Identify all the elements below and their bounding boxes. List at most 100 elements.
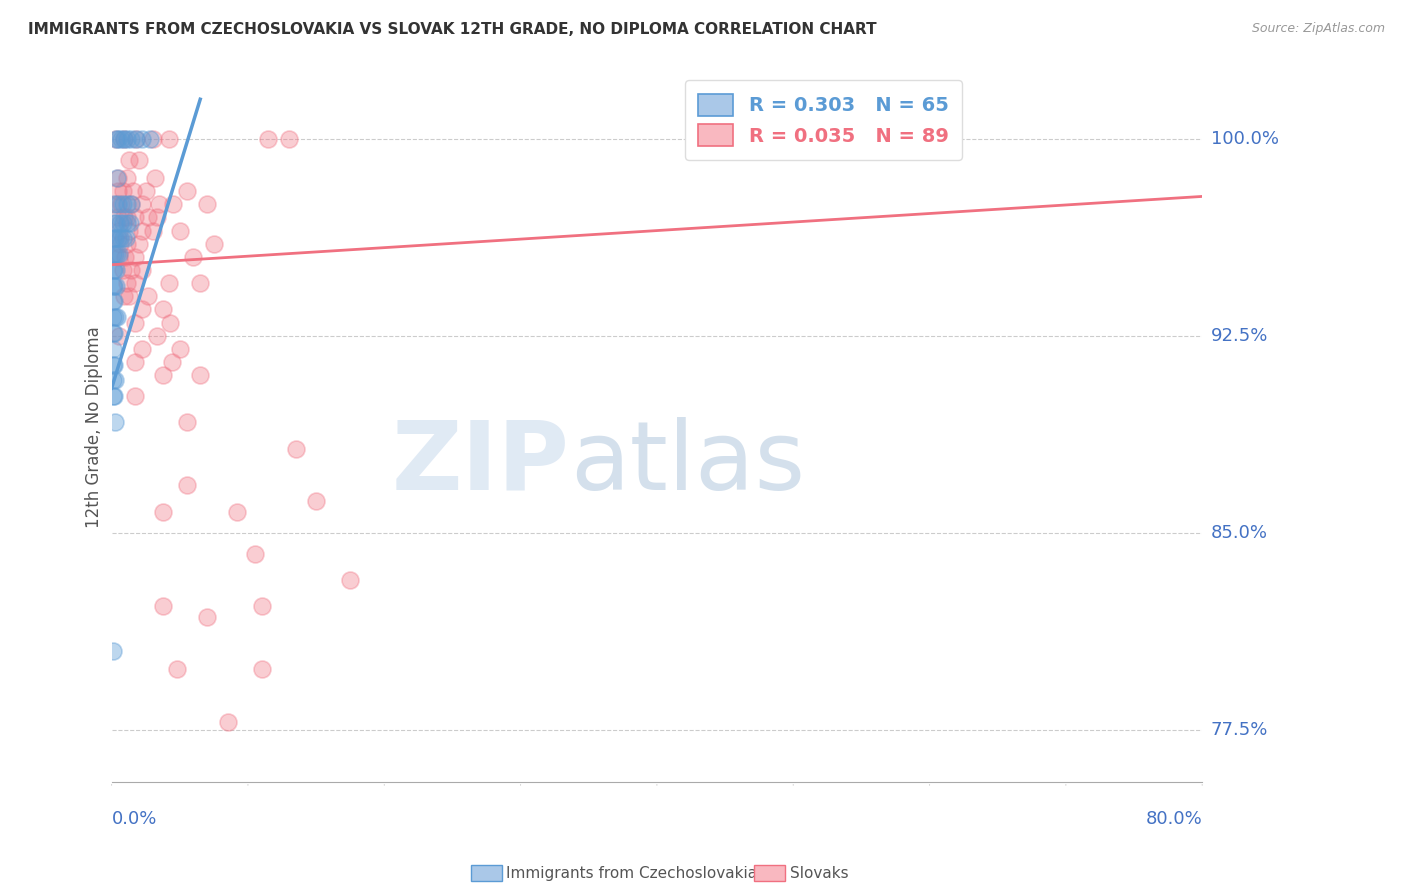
Point — [103, 373, 125, 387]
Point — [112, 231, 135, 245]
Point — [115, 171, 138, 186]
Point — [284, 442, 307, 456]
Point — [169, 223, 191, 237]
Y-axis label: 12th Grade, No Diploma: 12th Grade, No Diploma — [86, 326, 103, 528]
Point — [104, 373, 127, 387]
Point — [145, 328, 167, 343]
Point — [183, 250, 205, 264]
Point — [105, 278, 128, 293]
Text: 92.5%: 92.5% — [1211, 326, 1268, 344]
Point — [120, 197, 142, 211]
Point — [110, 231, 132, 245]
Point — [162, 197, 184, 211]
Point — [103, 358, 125, 372]
Point — [115, 236, 138, 251]
Point — [115, 211, 138, 225]
Point — [188, 276, 211, 290]
Point — [120, 131, 142, 145]
Point — [339, 573, 361, 587]
Point — [110, 131, 132, 145]
Text: Slovaks: Slovaks — [790, 866, 849, 880]
Text: ZIP: ZIP — [392, 417, 569, 509]
Point — [112, 216, 135, 230]
Point — [103, 644, 125, 658]
Point — [124, 250, 146, 264]
Point — [105, 197, 128, 211]
Point — [120, 197, 142, 211]
Point — [101, 358, 124, 372]
Point — [176, 478, 198, 492]
Point — [103, 389, 125, 403]
Point — [160, 355, 183, 369]
Point — [108, 328, 131, 343]
Point — [115, 131, 138, 145]
Text: 77.5%: 77.5% — [1211, 721, 1268, 739]
Point — [131, 263, 153, 277]
Point — [110, 236, 132, 251]
Point — [120, 263, 142, 277]
Point — [104, 247, 127, 261]
Point — [104, 310, 127, 325]
Point — [124, 211, 146, 225]
Point — [105, 310, 128, 325]
Point — [143, 171, 166, 186]
Point — [135, 184, 157, 198]
Point — [115, 276, 138, 290]
Point — [159, 316, 181, 330]
Point — [108, 216, 131, 230]
Point — [131, 197, 153, 211]
Point — [124, 389, 146, 403]
Text: Source: ZipAtlas.com: Source: ZipAtlas.com — [1251, 22, 1385, 36]
Point — [101, 231, 124, 245]
Point — [169, 342, 191, 356]
Point — [103, 278, 125, 293]
Point — [112, 131, 135, 145]
Point — [101, 247, 124, 261]
Text: atlas: atlas — [569, 417, 804, 509]
Point — [195, 197, 218, 211]
Point — [101, 389, 124, 403]
Text: 80.0%: 80.0% — [1146, 810, 1202, 828]
Point — [115, 231, 138, 245]
Point — [195, 609, 218, 624]
Point — [124, 355, 146, 369]
Point — [131, 342, 153, 356]
Point — [103, 197, 125, 211]
Point — [122, 184, 145, 198]
Point — [148, 197, 170, 211]
Point — [141, 131, 163, 145]
Point — [103, 342, 125, 356]
Point — [138, 211, 160, 225]
Point — [104, 131, 127, 145]
Point — [101, 278, 124, 293]
Point — [101, 326, 124, 340]
Point — [108, 223, 131, 237]
Text: 85.0%: 85.0% — [1211, 524, 1268, 541]
Point — [226, 505, 249, 519]
Point — [145, 211, 167, 225]
Point — [105, 131, 128, 145]
Point — [103, 326, 125, 340]
Point — [139, 131, 162, 145]
Point — [217, 714, 239, 729]
Point — [157, 131, 180, 145]
Point — [103, 294, 125, 309]
Point — [110, 197, 132, 211]
Point — [101, 263, 124, 277]
Point — [277, 131, 299, 145]
Point — [107, 184, 129, 198]
Point — [243, 547, 266, 561]
Point — [250, 599, 273, 614]
Point — [176, 415, 198, 429]
Point — [111, 263, 134, 277]
Point — [105, 247, 128, 261]
Point — [108, 250, 131, 264]
Point — [105, 171, 128, 186]
Point — [118, 289, 141, 303]
Point — [115, 216, 138, 230]
Point — [105, 216, 128, 230]
Point — [128, 153, 150, 167]
Point — [105, 263, 128, 277]
Point — [114, 250, 136, 264]
Point — [115, 197, 138, 211]
